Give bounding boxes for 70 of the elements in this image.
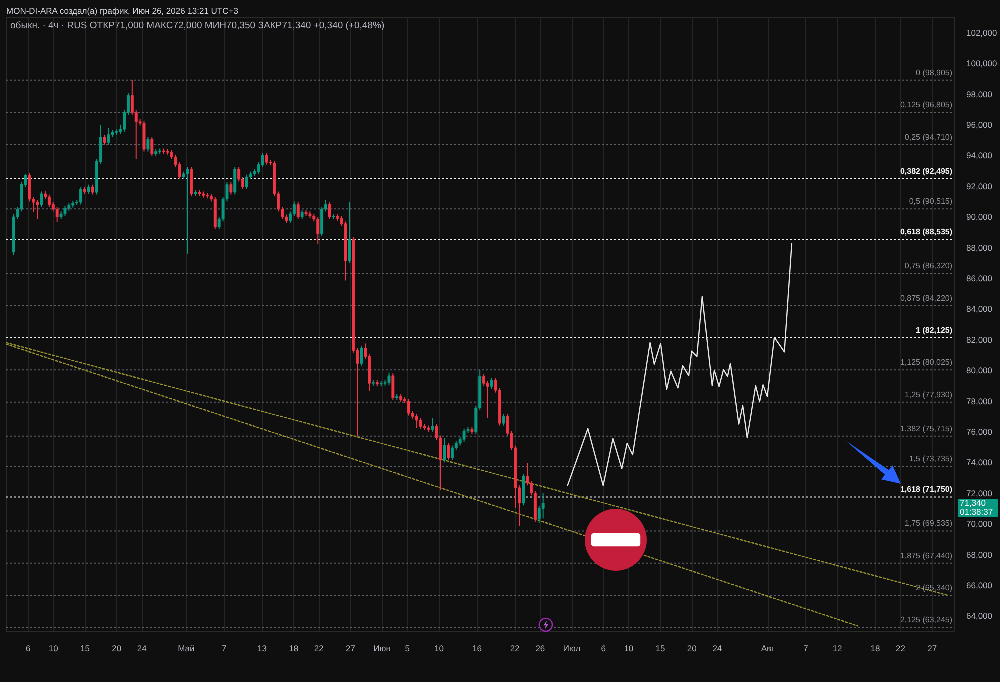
x-tick-label: 22 xyxy=(896,644,906,654)
y-tick-label: 80,000 xyxy=(966,366,993,376)
y-tick-label: 88,000 xyxy=(966,242,993,253)
x-tick-label: 15 xyxy=(656,644,666,654)
x-tick-label: 20 xyxy=(112,644,122,654)
x-tick-label: 27 xyxy=(346,644,356,654)
x-tick-label: 7 xyxy=(804,644,809,654)
ref-line-label: 1,875 (67,440) xyxy=(900,551,953,560)
y-tick-label: 94,000 xyxy=(966,150,993,161)
ref-line-label: 0,5 (90,515) xyxy=(909,197,953,206)
y-tick-label: 66,000 xyxy=(966,580,993,590)
x-tick-label: 6 xyxy=(26,644,31,654)
x-tick-label: 6 xyxy=(601,644,606,654)
x-tick-label: 18 xyxy=(870,644,880,654)
y-tick-label: 98,000 xyxy=(966,89,993,100)
x-tick-label: Июл xyxy=(563,644,581,654)
chart-title: MON-DI-ARA создал(а) график, Июн 26, 2026 13:21 UTC+3 xyxy=(6,6,239,16)
x-tick-label: 26 xyxy=(536,644,546,654)
x-tick-label: 10 xyxy=(48,644,59,654)
y-tick-label: 96,000 xyxy=(966,120,993,130)
x-tick-label: 20 xyxy=(687,644,698,654)
ref-line-label: 1,125 (80,025) xyxy=(900,358,953,368)
x-tick-label: 24 xyxy=(137,644,148,654)
y-tick-label: 70,000 xyxy=(966,519,993,530)
y-tick-label: 72,000 xyxy=(966,488,993,498)
ref-line-label: 1 (82,125) xyxy=(916,326,953,335)
x-tick-label: 24 xyxy=(712,644,722,654)
y-tick-label: 82,000 xyxy=(966,334,993,345)
x-tick-label: 22 xyxy=(314,644,324,654)
ref-line-label: 1,25 (77,930) xyxy=(904,390,953,400)
ref-line-label: 1,75 (69,535) xyxy=(904,519,953,528)
x-tick-label: 16 xyxy=(472,644,482,654)
y-tick-label: 76,000 xyxy=(966,426,993,437)
ref-line-label: 0,25 (94,710) xyxy=(904,132,953,142)
y-tick-label: 102,000 xyxy=(966,28,998,38)
y-tick-label: 64,000 xyxy=(966,611,993,622)
ref-line-label: 0 (98,905) xyxy=(916,68,953,78)
y-tick-label: 86,000 xyxy=(966,273,993,284)
x-tick-label: 18 xyxy=(289,644,299,654)
ref-line-label: 1,5 (73,735) xyxy=(909,454,953,464)
x-tick-label: 15 xyxy=(80,644,90,654)
y-tick-label: 74,000 xyxy=(966,458,993,468)
y-tick-label: 100,000 xyxy=(966,58,998,69)
x-tick-label: 5 xyxy=(405,644,410,654)
ref-line-label: 0,875 (84,220) xyxy=(900,294,953,303)
x-tick-label: Июн xyxy=(374,644,392,654)
x-tick-label: Авг xyxy=(761,644,775,654)
x-tick-label: 10 xyxy=(434,644,444,654)
ref-line-label: 1,382 (75,715) xyxy=(900,424,953,434)
ref-line-label: 0,618 (88,535) xyxy=(900,228,953,237)
ref-line-label: 1,618 (71,750) xyxy=(900,485,953,494)
y-tick-label: 84,000 xyxy=(966,304,993,314)
y-tick-label: 78,000 xyxy=(966,396,993,406)
chart-subtitle: обыкн. · 4ч · RUS ОТКР71,000 МАКС72,000 МИН70,350 ЗАКР71,340 +0,340 (+0,48%) xyxy=(10,20,385,32)
y-tick-label: 92,000 xyxy=(966,181,993,192)
ref-line-label: 0,125 (96,805) xyxy=(900,100,953,110)
x-tick-label: 10 xyxy=(624,644,634,654)
y-tick-label: 68,000 xyxy=(966,550,993,560)
x-tick-label: 22 xyxy=(510,644,520,654)
ref-line-label: 0,382 (92,495) xyxy=(900,166,953,176)
x-tick-label: 27 xyxy=(928,644,938,654)
x-tick-label: 12 xyxy=(832,644,843,654)
x-tick-label: 7 xyxy=(222,644,227,654)
y-tick-label: 90,000 xyxy=(966,212,993,222)
text: 71,340 xyxy=(958,498,998,508)
ref-line-label: 2,125 (63,245) xyxy=(900,616,953,625)
ref-line-label: 0,75 (86,320) xyxy=(904,262,953,271)
text: 01:38:37 xyxy=(958,506,998,516)
x-tick-label: Май xyxy=(178,644,195,654)
x-tick-label: 13 xyxy=(258,644,268,654)
